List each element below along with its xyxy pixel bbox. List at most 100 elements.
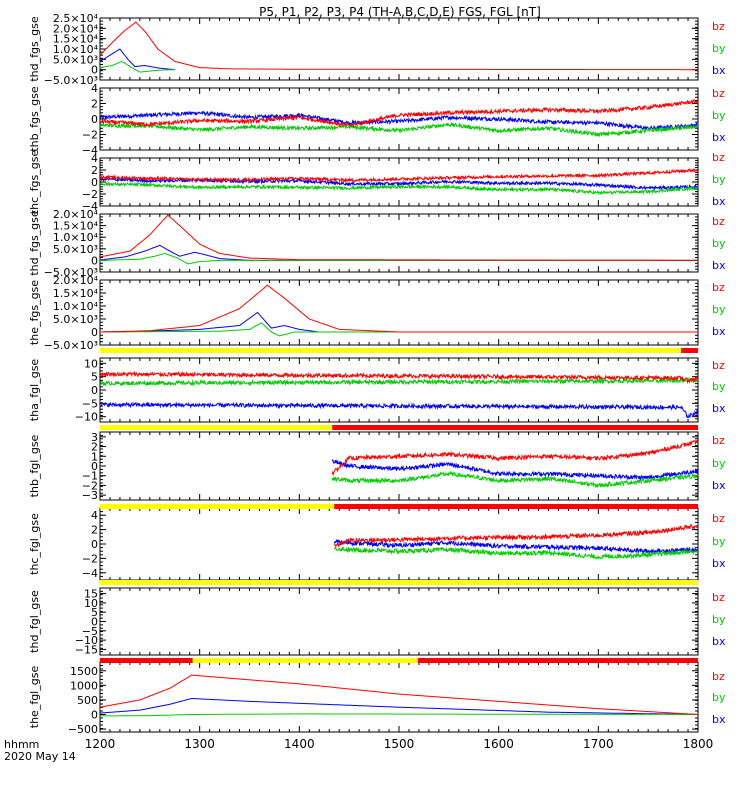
y-tick-label: 0 bbox=[91, 460, 98, 473]
x-tick-label: 1200 bbox=[85, 737, 116, 751]
panel-the_fgs_gse: 2.0×10⁴1.5×10⁴1.0×10⁴5.0×10³0−5.0×10³the… bbox=[28, 274, 726, 352]
legend-by: by bbox=[712, 613, 726, 626]
y-tick-label: −10 bbox=[75, 411, 98, 424]
series-bx-line bbox=[100, 311, 698, 333]
legend-by: by bbox=[712, 303, 726, 316]
y-tick-label: 5 bbox=[91, 371, 98, 384]
y-tick-label: 2 bbox=[91, 441, 98, 454]
legend-by: by bbox=[712, 380, 726, 393]
y-axis-label: the_fgs_gse bbox=[28, 280, 41, 345]
series-bx-line bbox=[100, 401, 698, 419]
series-bz-line bbox=[100, 674, 698, 715]
panel-frame bbox=[99, 87, 699, 151]
legend-bz: bz bbox=[712, 434, 725, 447]
plot-title: P5, P1, P2, P3, P4 (TH-A,B,C,D,E) FGS, F… bbox=[259, 5, 541, 19]
y-tick-label: −5.0×10³ bbox=[44, 339, 98, 352]
y-tick-label: 1000 bbox=[70, 679, 98, 692]
panel-thc_fgs_gse: 420−2−4 thc_fgs_gse bz by bx bbox=[28, 150, 726, 215]
series-bz-line bbox=[100, 21, 698, 71]
y-tick-label: 1.0×10⁴ bbox=[53, 300, 99, 313]
y-tick-label: 3 bbox=[91, 431, 98, 444]
quality-flag-segment bbox=[192, 658, 418, 663]
y-tick-label: −5 bbox=[82, 397, 98, 410]
series-by-line bbox=[100, 60, 175, 73]
panel-frame bbox=[99, 431, 699, 501]
legend-bx: bx bbox=[712, 557, 726, 570]
series-by-line bbox=[100, 180, 698, 196]
panel-frame bbox=[99, 157, 699, 207]
y-tick-label: 0 bbox=[91, 254, 98, 267]
y-tick-label: 5.0×10³ bbox=[53, 53, 98, 66]
legend-by: by bbox=[712, 109, 726, 122]
y-tick-label: −5.0×10³ bbox=[44, 266, 98, 279]
y-tick-label: −2 bbox=[82, 552, 98, 565]
x-tick-label: 1700 bbox=[583, 737, 614, 751]
y-tick-label: 0 bbox=[91, 64, 98, 77]
y-tick-label: 1.5×10⁴ bbox=[53, 287, 99, 300]
series-bx-line bbox=[100, 244, 698, 261]
y-tick-label: 10 bbox=[84, 597, 98, 610]
panel-frame bbox=[99, 17, 699, 81]
y-axis-label: the_fgl_gse bbox=[28, 666, 41, 729]
legend-bz: bz bbox=[712, 359, 725, 372]
legend-bz: bz bbox=[712, 215, 725, 228]
series-bx-line bbox=[100, 48, 175, 71]
y-tick-label: 2 bbox=[91, 524, 98, 537]
panel-thd_fgs_gse: 2.0×10⁴1.5×10⁴1.0×10⁴5.0×10³0−5.0×10³thd… bbox=[28, 208, 726, 279]
legend-by: by bbox=[712, 173, 726, 186]
legend-bx: bx bbox=[712, 479, 726, 492]
y-tick-label: 2.0×10⁴ bbox=[53, 208, 99, 221]
panel-frame bbox=[99, 357, 699, 423]
y-tick-label: −5 bbox=[82, 625, 98, 638]
y-axis-label: thb_fgs_gse bbox=[28, 86, 41, 152]
y-tick-label: 2 bbox=[91, 98, 98, 111]
legend-bx: bx bbox=[712, 195, 726, 208]
legend-bx: bx bbox=[712, 64, 726, 77]
y-tick-label: 1.0×10⁴ bbox=[53, 43, 99, 56]
y-tick-label: 1.0×10⁴ bbox=[53, 231, 99, 244]
legend-by: by bbox=[712, 237, 726, 250]
legend-by: by bbox=[712, 42, 726, 55]
series-bz-line bbox=[333, 524, 698, 548]
y-tick-label: 4 bbox=[91, 82, 98, 95]
y-tick-label: 15 bbox=[84, 588, 98, 601]
quality-flag-segment bbox=[100, 504, 335, 509]
y-tick-label: 0 bbox=[91, 616, 98, 629]
y-tick-label: 1.5×10⁴ bbox=[53, 33, 99, 46]
y-tick-label: 0 bbox=[91, 176, 98, 189]
legend-bx: bx bbox=[712, 635, 726, 648]
series-by-line bbox=[100, 252, 698, 265]
panel-thd_fgs_gse: 2.5×10⁴2.0×10⁴1.5×10⁴1.0×10⁴5.0×10³0−5.0… bbox=[28, 12, 726, 87]
series-bx-line bbox=[100, 698, 698, 715]
panel-frame bbox=[99, 587, 699, 656]
y-tick-label: 0 bbox=[91, 113, 98, 126]
legend-bz: bz bbox=[712, 512, 725, 525]
legend-bz: bz bbox=[712, 151, 725, 164]
series-by-line bbox=[331, 470, 698, 489]
series-bz-line bbox=[331, 439, 698, 477]
y-tick-label: −4 bbox=[82, 200, 98, 213]
quality-flag-segment bbox=[100, 425, 333, 430]
y-tick-label: 0 bbox=[91, 709, 98, 722]
y-tick-label: 2 bbox=[91, 164, 98, 177]
legend-by: by bbox=[712, 535, 726, 548]
y-tick-label: −10 bbox=[75, 634, 98, 647]
y-tick-label: −4 bbox=[82, 567, 98, 580]
y-tick-label: 1 bbox=[91, 450, 98, 463]
panels: 2.5×10⁴2.0×10⁴1.5×10⁴1.0×10⁴5.0×10³0−5.0… bbox=[28, 12, 726, 736]
x-axis: 1200 1300 1400 1500 1600 1700 1800 bbox=[85, 737, 714, 751]
y-tick-label: 5 bbox=[91, 606, 98, 619]
y-axis-label: thd_fgs_gse bbox=[28, 16, 41, 82]
series-bz-line bbox=[100, 284, 698, 333]
date-label: 2020 May 14 bbox=[4, 750, 76, 763]
quality-flag-segment bbox=[100, 658, 193, 663]
quality-flag-segment bbox=[332, 425, 698, 430]
y-tick-label: −2 bbox=[82, 129, 98, 142]
series-by-line bbox=[100, 376, 698, 387]
legend-by: by bbox=[712, 691, 726, 704]
legend-bx: bx bbox=[712, 325, 726, 338]
series-by-line bbox=[333, 545, 698, 560]
quality-flag-segment bbox=[100, 348, 682, 353]
